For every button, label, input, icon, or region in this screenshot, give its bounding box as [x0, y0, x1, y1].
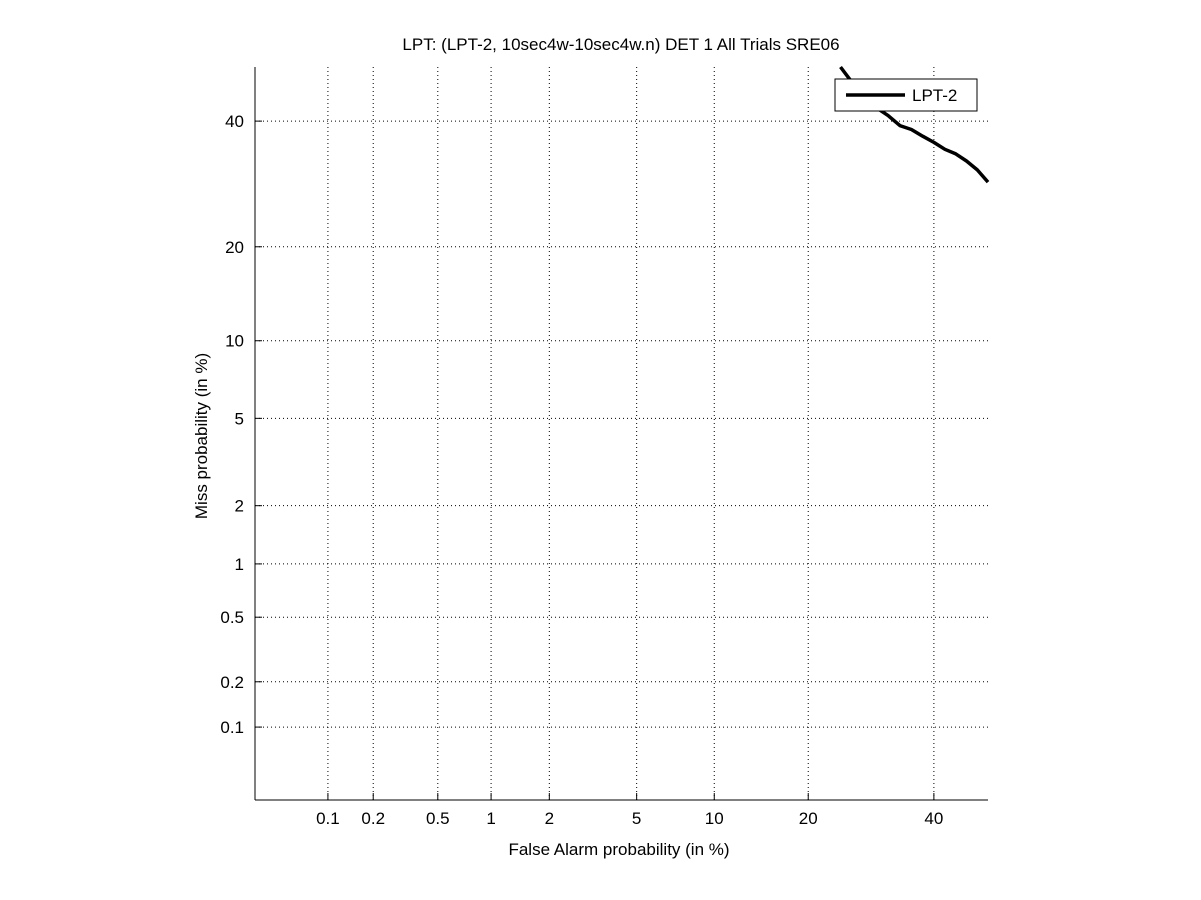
x-tick-label: 1	[486, 809, 495, 828]
y-tick-label: 0.5	[220, 608, 244, 627]
y-tick-label: 0.2	[220, 673, 244, 692]
y-tick-label: 40	[225, 112, 244, 131]
x-tick-label: 0.5	[426, 809, 450, 828]
x-tick-label: 40	[924, 809, 943, 828]
x-tick-label: 0.2	[361, 809, 385, 828]
x-tick-label: 2	[545, 809, 554, 828]
x-tick-label: 20	[799, 809, 818, 828]
legend: LPT-2	[834, 78, 978, 112]
legend-label-lpt-2: LPT-2	[912, 86, 957, 105]
y-tick-label: 2	[235, 497, 244, 516]
x-tick-label: 0.1	[316, 809, 340, 828]
x-tick-labels: 0.1 0.2 0.5 1 2 5 10 20 40	[316, 809, 943, 828]
axes-layer	[254, 67, 988, 801]
y-tick-label: 5	[235, 409, 244, 428]
y-tick-label: 0.1	[220, 718, 244, 737]
y-tick-labels: 0.1 0.2 0.5 1 2 5 10 20 40	[220, 112, 244, 737]
x-tick-label: 10	[705, 809, 724, 828]
x-axis-label: False Alarm probability (in %)	[508, 840, 729, 859]
chart-title: LPT: (LPT-2, 10sec4w-10sec4w.n) DET 1 Al…	[402, 35, 839, 54]
y-axis-label: Miss probability (in %)	[192, 353, 211, 519]
y-tick-label: 1	[235, 555, 244, 574]
x-tick-label: 5	[632, 809, 641, 828]
y-tick-label: 20	[225, 238, 244, 257]
y-tick-label: 10	[225, 332, 244, 351]
